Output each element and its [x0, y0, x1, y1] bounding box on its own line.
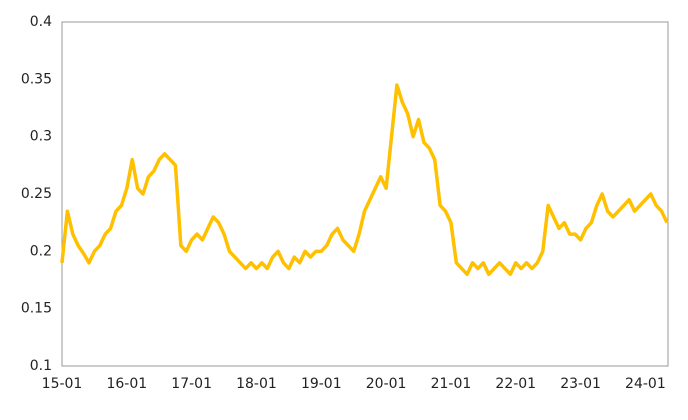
y-tick-label: 0.15	[21, 301, 52, 317]
x-tick-label: 21-01	[431, 376, 472, 392]
y-tick-label: 0.4	[30, 14, 52, 30]
x-tick-label: 23-01	[560, 376, 601, 392]
x-tick-label: 24-01	[625, 376, 666, 392]
y-tick-label: 0.3	[30, 129, 52, 145]
plot-frame	[61, 21, 669, 367]
x-tick-label: 22-01	[495, 376, 536, 392]
x-tick-label: 15-01	[42, 376, 83, 392]
y-tick-label: 0.25	[21, 186, 52, 202]
x-tick-label: 18-01	[236, 376, 277, 392]
x-tick-label: 17-01	[171, 376, 212, 392]
data-line	[60, 83, 669, 277]
x-tick-label: 20-01	[366, 376, 407, 392]
y-tick-label: 0.1	[30, 358, 52, 374]
x-tick-label: 16-01	[106, 376, 147, 392]
y-tick-label: 0.35	[21, 71, 52, 87]
x-tick-label: 19-01	[301, 376, 342, 392]
y-tick-label: 0.2	[30, 243, 52, 259]
